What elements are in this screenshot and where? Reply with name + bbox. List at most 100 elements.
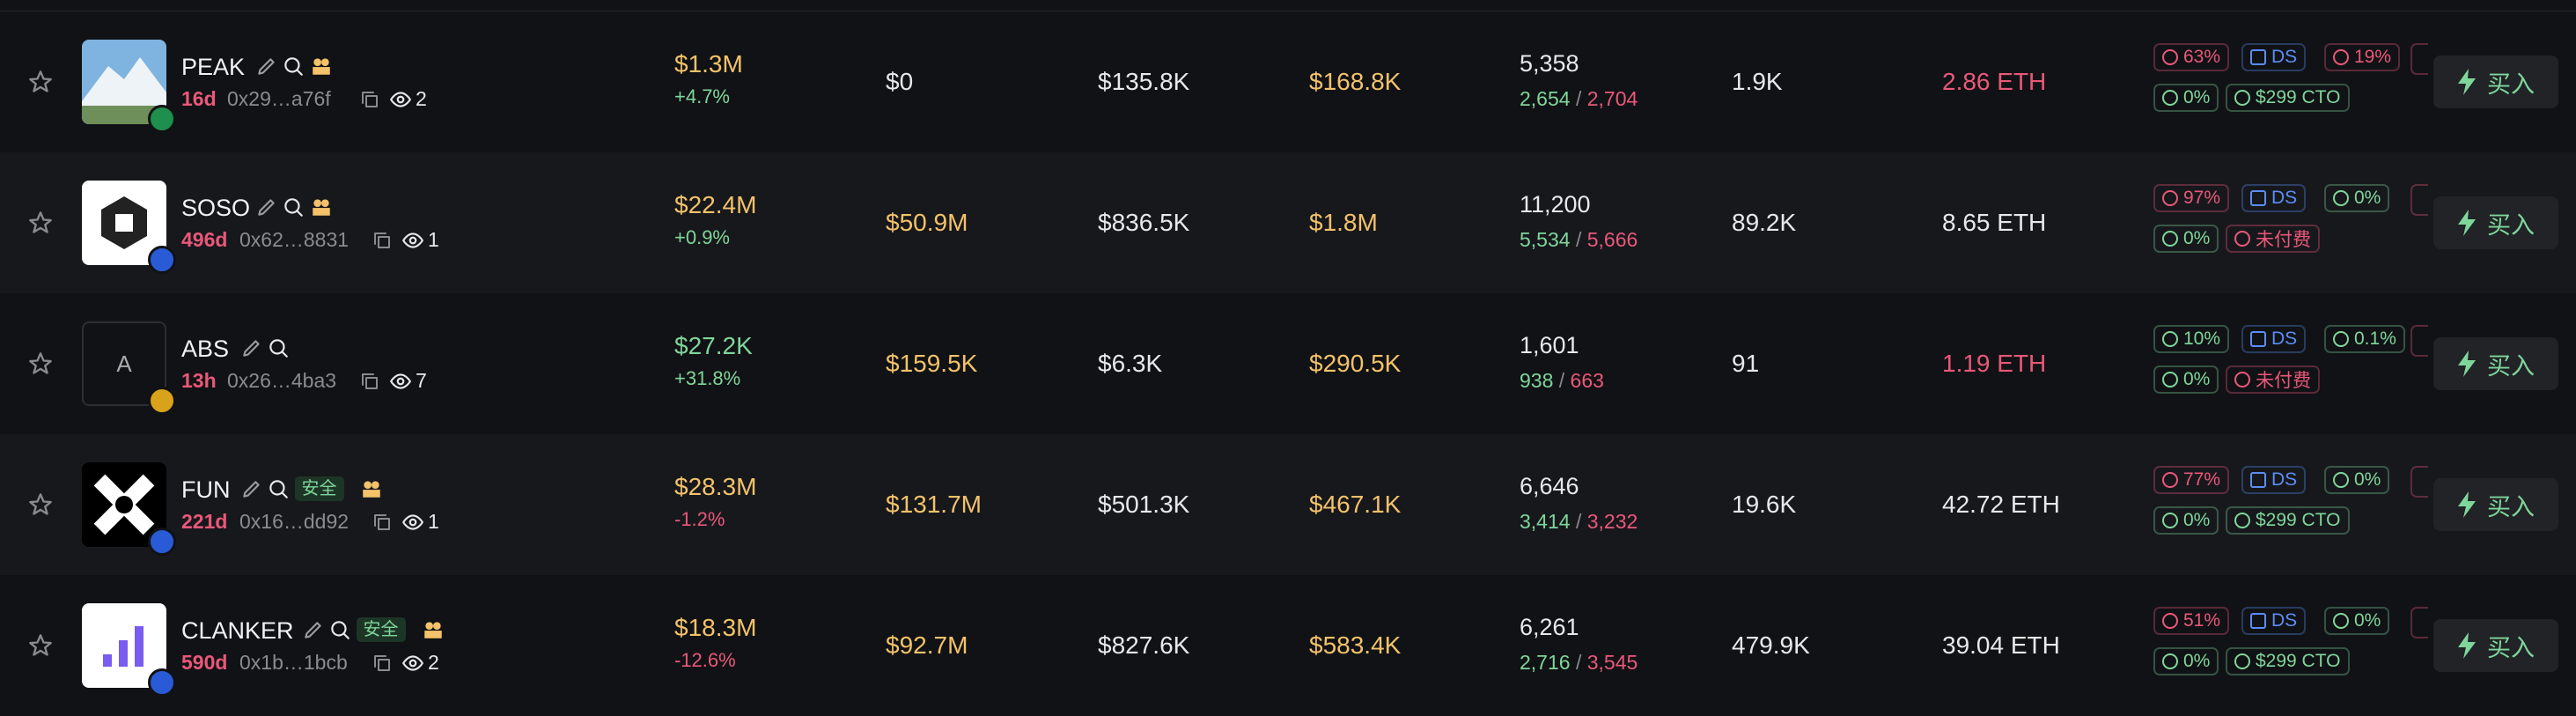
buy-button[interactable]: 买入 [2433, 337, 2558, 390]
buy-button[interactable]: 买入 [2433, 478, 2558, 531]
info-badge: 0% [2324, 184, 2390, 212]
badge-icon [2162, 613, 2178, 629]
badge-icon [2333, 472, 2349, 488]
info-badge: 51% [2153, 607, 2230, 635]
star-button[interactable] [28, 210, 53, 235]
bolt-icon [2458, 491, 2476, 518]
info-badge: $299 CTO [2226, 84, 2350, 112]
badge-icon [2250, 613, 2266, 629]
edit-icon [240, 477, 263, 500]
badge-icon [2250, 472, 2266, 488]
badge-icon [2333, 190, 2349, 206]
info-badge: 19% [2324, 43, 2401, 71]
holders: 91 [1732, 350, 1760, 377]
watcher-count: 1 [428, 510, 439, 533]
buy-button[interactable]: 买入 [2433, 619, 2558, 672]
search-icon [282, 196, 305, 218]
copy-button[interactable] [372, 230, 393, 251]
eth-value: 8.65 ETH [1942, 209, 2047, 236]
buy-button[interactable]: 买入 [2433, 55, 2558, 108]
buy-label: 买入 [2487, 493, 2535, 520]
col-a: $0 [886, 68, 914, 95]
token-avatar: A [82, 321, 166, 406]
copy-button[interactable] [359, 89, 380, 110]
info-badge: DS [2241, 466, 2307, 494]
eth-value: 1.19 ETH [1942, 350, 2047, 377]
price-change: -12.6% [674, 649, 736, 671]
badge-icon [2234, 231, 2250, 247]
badge-overflow [2410, 325, 2428, 357]
buy-label: 买入 [2487, 634, 2535, 661]
badge-area: 51% DS 0% 0% $299 CTO [2153, 575, 2428, 716]
token-age: 496d [181, 228, 228, 251]
token-avatar [82, 181, 166, 265]
badge-icon [2162, 190, 2178, 206]
eye-icon [401, 511, 424, 534]
badge-icon [2162, 513, 2178, 528]
edit-icon [255, 55, 278, 78]
txn-split: 2,716 / 3,545 [1520, 651, 1638, 675]
badge-text: 未付费 [2256, 230, 2311, 250]
buy-button[interactable]: 买入 [2433, 196, 2558, 249]
search-icon [328, 618, 351, 641]
avatar-letter: A [116, 350, 132, 377]
copy-button[interactable] [372, 653, 393, 674]
copy-button[interactable] [372, 512, 393, 533]
badge-text: DS [2271, 328, 2298, 349]
market-cap: $27.2K [674, 332, 753, 359]
star-button[interactable] [28, 633, 53, 658]
badge-text: 10% [2183, 328, 2221, 349]
edit-icon [240, 336, 263, 359]
buy-label: 买入 [2487, 352, 2535, 380]
badge-icon [2162, 49, 2178, 65]
info-badge: 0% [2153, 84, 2219, 112]
info-badge: 77% [2153, 466, 2230, 494]
watcher-count: 2 [428, 651, 439, 674]
txn-count: 1,601 [1520, 332, 1579, 358]
sell-count: 3,232 [1586, 510, 1638, 533]
eye-icon [401, 652, 424, 675]
badge-icon [2333, 331, 2349, 347]
badge-icon [2234, 653, 2250, 669]
info-badge: 0% [2153, 365, 2219, 394]
badge-icon [2162, 372, 2178, 388]
star-button[interactable] [28, 492, 53, 517]
eth-value: 2.86 ETH [1942, 68, 2047, 95]
bolt-icon [2458, 210, 2476, 236]
sell-count: 3,545 [1586, 651, 1638, 674]
badge-text: DS [2271, 610, 2298, 631]
copy-button[interactable] [359, 371, 380, 392]
eye-icon [389, 88, 412, 111]
txn-divider: / [1575, 87, 1582, 110]
token-age: 590d [181, 651, 228, 674]
token-name: FUN [181, 476, 231, 503]
badge-text: DS [2271, 188, 2298, 208]
badge-area: 77% DS 0% 0% $299 CTO [2153, 434, 2428, 575]
info-badge: DS [2241, 607, 2307, 635]
badge-icon [2162, 90, 2178, 106]
col-b: $827.6K [1098, 631, 1190, 659]
badge-area: 97% DS 0% 0% 未付费 [2153, 152, 2428, 293]
col-b: $836.5K [1098, 209, 1190, 236]
market-cap: $1.3M [674, 50, 743, 78]
community-icon [310, 55, 333, 78]
info-badge: 未付费 [2226, 225, 2320, 253]
search-icon [267, 477, 290, 500]
token-address: 0x62…8831 [239, 228, 350, 251]
badge-text: 0% [2183, 87, 2211, 107]
badge-overflow [2410, 607, 2428, 638]
token-name: SOSO [181, 195, 251, 221]
badge-text: DS [2271, 469, 2298, 490]
sell-count: 5,666 [1586, 228, 1638, 251]
info-badge: 0% [2153, 647, 2219, 675]
buy-count: 5,534 [1520, 228, 1571, 251]
safety-tag: 安全 [294, 476, 344, 501]
badge-text: 77% [2183, 469, 2221, 490]
col-c: $168.8K [1309, 68, 1402, 95]
txn-split: 2,654 / 2,704 [1520, 87, 1638, 111]
star-button[interactable] [28, 70, 53, 94]
badge-icon [2162, 653, 2178, 669]
holders: 1.9K [1732, 68, 1783, 95]
col-a: $159.5K [886, 350, 978, 377]
star-button[interactable] [28, 351, 53, 376]
